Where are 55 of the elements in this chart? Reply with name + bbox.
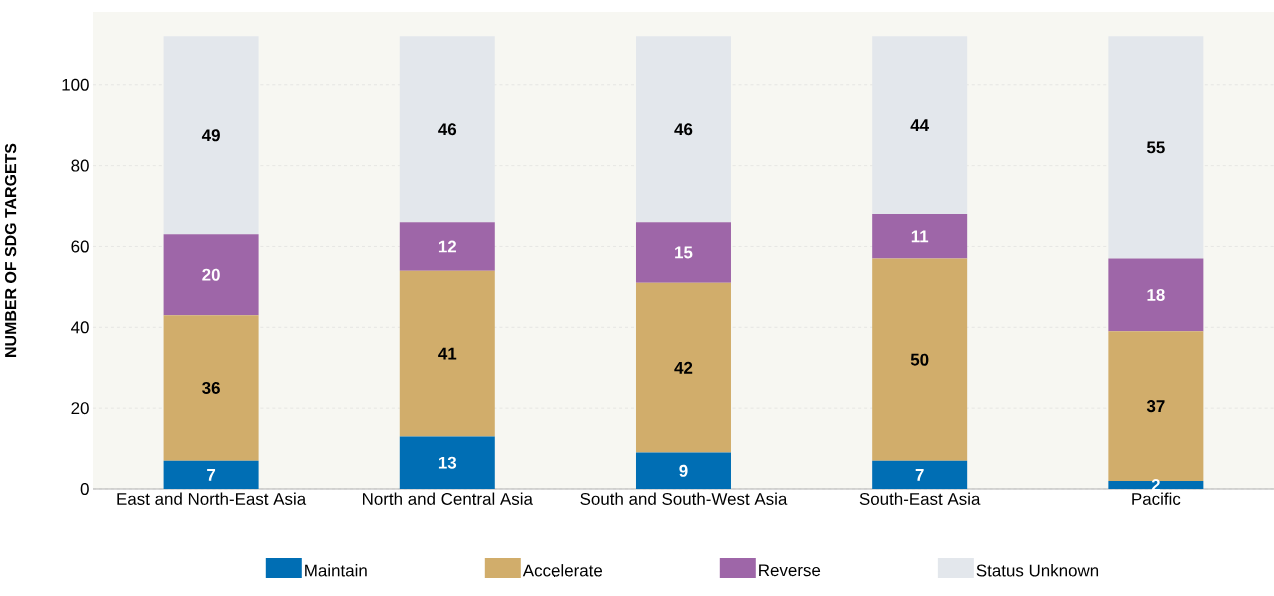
data-label: 37 (1146, 400, 1165, 413)
data-label: 7 (207, 469, 216, 481)
bar (163, 234, 259, 316)
bar (1108, 331, 1204, 481)
data-label: 46 (438, 123, 457, 136)
bar (872, 214, 968, 259)
legend-label: Reverse (759, 564, 821, 577)
y-tick-label: 0 (80, 483, 89, 495)
bar (872, 258, 968, 461)
data-label: 12 (438, 240, 457, 253)
data-label: 49 (201, 129, 220, 142)
x-tick-label: South and South-West Asia (580, 492, 788, 505)
bar (163, 315, 259, 461)
y-tick-label: 100 (62, 78, 89, 91)
bar (1108, 480, 1204, 489)
data-label: 20 (202, 268, 220, 281)
bar (635, 282, 731, 453)
legend-label: Accelerate (522, 564, 603, 577)
bar (872, 36, 968, 215)
data-label: 7 (915, 469, 924, 481)
y-tick-label: 80 (71, 159, 89, 172)
data-label: 41 (438, 347, 457, 360)
x-tick-label: North and Central Asia (363, 492, 533, 505)
data-label: 42 (674, 361, 693, 374)
data-label: 50 (910, 353, 929, 366)
data-label: 36 (202, 381, 220, 394)
data-label: 11 (911, 230, 929, 243)
x-tick-label: South-East Asia (859, 492, 981, 505)
bar (635, 222, 731, 283)
bar (635, 36, 731, 223)
bar (872, 460, 968, 489)
x-tick-label: Pacific (1132, 492, 1181, 505)
data-label: 9 (679, 464, 688, 477)
data-label: 15 (675, 246, 693, 259)
bar (163, 460, 259, 489)
y-axis-title: NUMBER OF SDG TARGETS (4, 143, 17, 357)
data-label: 55 (1146, 141, 1165, 154)
data-label: 44 (910, 119, 929, 132)
bar (399, 222, 495, 271)
bar (1108, 258, 1204, 332)
y-tick-label: 60 (71, 240, 89, 253)
data-label: 13 (438, 456, 457, 469)
legend-label: Maintain (305, 564, 367, 577)
x-tick-label: East and North-East Asia (117, 492, 307, 505)
bar (635, 452, 731, 489)
bar (399, 270, 495, 437)
bar (163, 36, 259, 235)
legend-label: Status Unknown (976, 564, 1099, 577)
bar (1108, 36, 1204, 259)
y-tick-label: 20 (71, 402, 89, 415)
bar (399, 436, 495, 489)
bar (399, 36, 495, 223)
y-tick-label: 40 (71, 321, 89, 334)
data-label: 46 (674, 123, 693, 136)
data-label: 18 (1147, 288, 1165, 301)
